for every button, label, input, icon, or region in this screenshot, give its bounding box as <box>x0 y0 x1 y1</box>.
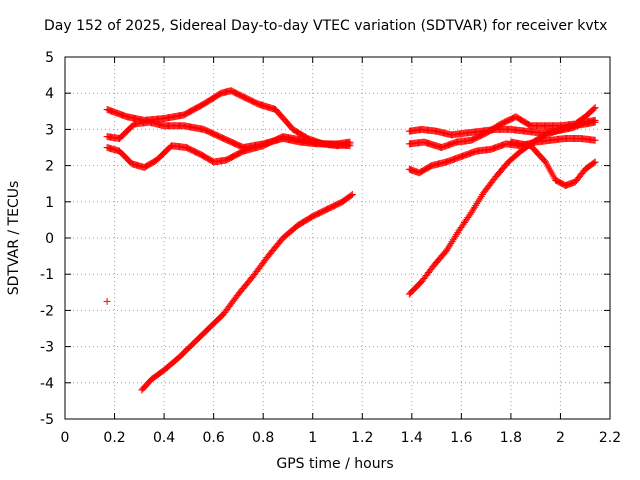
x-tick-label: 0.6 <box>203 430 225 446</box>
x-tick-label: 1.4 <box>401 430 423 446</box>
data-point <box>444 245 452 253</box>
data-point <box>590 159 598 167</box>
data-point <box>475 196 483 204</box>
y-axis-label: SDTVAR / TECUs <box>6 180 22 296</box>
data-point <box>443 247 450 255</box>
x-tick-label: 1.2 <box>351 430 373 446</box>
data-point <box>346 142 354 150</box>
x-tick-label: 0.2 <box>103 430 125 446</box>
data-point <box>473 200 481 208</box>
data-point <box>348 191 356 199</box>
y-tick-label: -2 <box>40 303 54 319</box>
y-tick-label: -4 <box>40 376 54 392</box>
data-point <box>591 158 599 166</box>
y-tick-label: 2 <box>45 159 54 175</box>
x-axis-label: GPS time / hours <box>276 456 394 472</box>
data-point <box>447 239 455 247</box>
y-tick-label: 0 <box>45 231 54 247</box>
data-point <box>591 104 599 112</box>
x-tick-label: 1.6 <box>450 430 472 446</box>
y-tick-label: -5 <box>40 412 54 428</box>
data-point <box>470 205 478 213</box>
data-point <box>453 230 461 238</box>
data-point <box>448 238 456 246</box>
data-point <box>450 234 458 242</box>
y-tick-label: 5 <box>45 50 54 66</box>
y-tick-label: 1 <box>45 195 54 211</box>
x-tick-label: 2 <box>556 430 565 446</box>
data-point <box>449 236 457 244</box>
data-point <box>347 191 355 199</box>
grid-lines <box>65 57 610 419</box>
x-tick-label: 0 <box>61 430 70 446</box>
data-point <box>591 136 599 144</box>
x-tick-label: 1 <box>308 430 317 446</box>
data-point <box>467 209 475 217</box>
data-point <box>472 201 480 209</box>
data-point <box>477 192 485 200</box>
x-tick-label: 2.2 <box>599 430 621 446</box>
y-tick-label: 4 <box>45 86 54 102</box>
data-point <box>468 207 476 215</box>
data-point <box>103 297 111 305</box>
x-tick-label: 0.8 <box>252 430 274 446</box>
y-tick-label: 3 <box>45 122 54 138</box>
axis-ticks: 0 0.2 0.4 0.6 0.8 1 1.2 1.4 1.6 1.8 2 2.2 -5 -4 -3 -2 -1… <box>40 50 621 446</box>
data-point <box>591 118 599 126</box>
chart-title: Day 152 of 2025, Sidereal Day-to-day VTE… <box>44 18 608 34</box>
data-point <box>474 198 482 206</box>
x-tick-label: 1.8 <box>500 430 522 446</box>
data-point <box>445 243 453 251</box>
data-point <box>590 105 598 113</box>
y-tick-label: -3 <box>40 340 54 356</box>
data-point <box>452 232 460 240</box>
data-point <box>471 203 479 211</box>
x-tick-label: 0.4 <box>153 430 175 446</box>
data-point <box>446 241 454 249</box>
data-point <box>476 194 484 202</box>
data-points <box>103 87 599 394</box>
y-tick-label: -1 <box>40 267 54 283</box>
